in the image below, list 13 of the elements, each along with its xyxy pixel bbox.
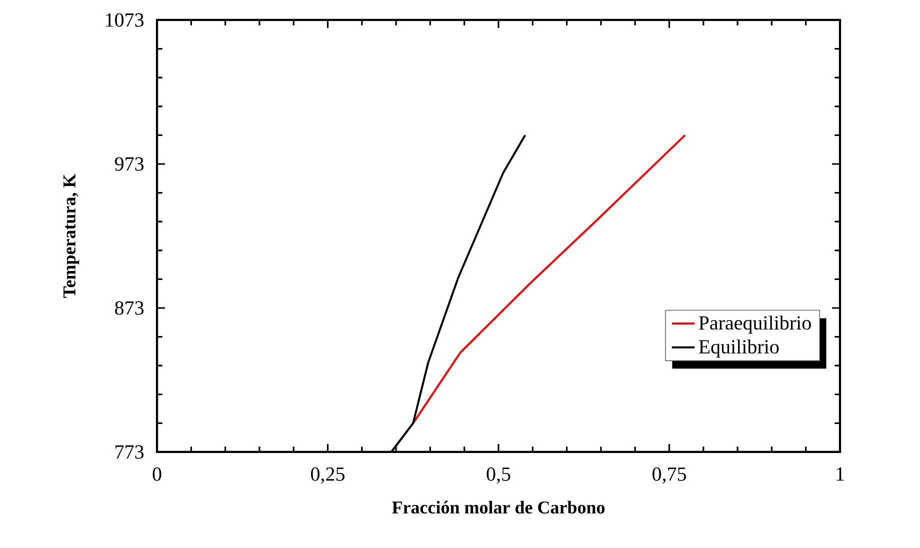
x-tick-label: 0,5 [486, 467, 510, 484]
y-tick-label: 773 [116, 445, 144, 459]
y-tick-label: 973 [114, 157, 144, 171]
legend-label: Equilibrio [698, 339, 779, 358]
y-tick-label: 1073 [106, 13, 144, 27]
x-tick-label: 1 [836, 467, 844, 481]
x-tick-label: 0,75 [652, 467, 686, 484]
y-tick-label: 873 [115, 301, 144, 315]
legend-label: Paraequilibrio [698, 316, 811, 334]
x-tick-label: 0 [152, 467, 162, 481]
x-axis-title: Fracción molar de Carbono [392, 500, 605, 514]
x-tick-label: 0,25 [311, 467, 344, 484]
y-axis-title: Temperatura, K [64, 174, 80, 298]
